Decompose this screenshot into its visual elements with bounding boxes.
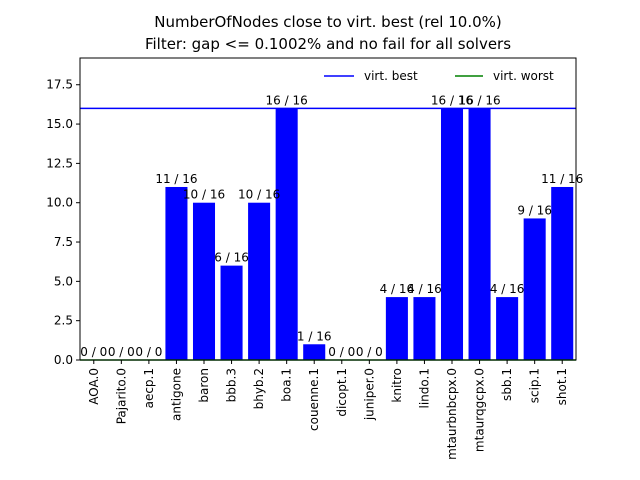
legend: virt. best virt. worst [324,69,554,83]
bar-sbb.1 [496,297,519,360]
bar-bbb.3 [220,265,243,360]
x-tick-label-dicopt.1: dicopt.1 [335,368,349,417]
x-tick-label-bhyb.2: bhyb.2 [252,368,266,409]
bar-label-bbb.3: 6 / 16 [214,251,249,265]
y-tick-label-7.5: 7.5 [54,235,73,249]
bar-bhyb.2 [248,202,271,360]
x-tick-label-couenne.1: couenne.1 [307,368,321,431]
bar-knitro [385,297,408,360]
x-axis: AOA.0 Pajarito.0 aecp.1 antigone baron bbb.3 b… [87,360,569,460]
bar-label-knitro: 4 / 16 [380,282,415,296]
x-tick-label-antigone: antigone [169,368,183,421]
bar-label-AOA.0: 0 / 0 [80,345,107,359]
x-tick-label-aecp.1: aecp.1 [142,368,156,408]
x-tick-label-juniper.0: juniper.0 [362,368,376,421]
y-tick-label-15.0: 15.0 [46,117,73,131]
x-tick-label-scip.1: scip.1 [528,368,542,403]
bar-couenne.1 [303,344,326,360]
x-tick-label-sbb.1: sbb.1 [500,368,514,401]
bar-label-baron: 10 / 16 [183,188,225,202]
chart-subtitle: Filter: gap <= 0.1002% and no fail for a… [145,35,511,53]
y-axis: 0.0 2.5 5.0 7.5 10.0 12.5 15.0 17.5 [46,78,80,367]
bar-label-mtaurqgcpx.0: 16 / 16 [458,93,500,107]
bar-lindo.1 [413,297,436,360]
x-tick-label-baron: baron [197,368,211,403]
bar-label-sbb.1: 4 / 16 [490,282,525,296]
y-tick-label-2.5: 2.5 [54,314,73,328]
bar-boa.1 [275,108,298,360]
y-tick-label-5.0: 5.0 [54,274,73,288]
bar-label-antigone: 11 / 16 [155,172,197,186]
y-tick-label-10.0: 10.0 [46,196,73,210]
x-tick-label-bbb.3: bbb.3 [225,368,239,402]
legend-label-virt-best: virt. best [364,69,418,83]
bars-group [165,108,574,360]
bar-mtaurbnbcpx.0 [440,108,464,360]
y-tick-label-17.5: 17.5 [46,78,73,92]
bar-label-Pajarito.0: 0 / 0 [108,345,135,359]
bar-mtaurqgcpx.0 [468,108,491,360]
bar-scip.1 [523,218,546,360]
bar-label-couenne.1: 1 / 16 [297,329,332,343]
bar-antigone [165,186,188,360]
plot-frame [79,57,577,361]
x-tick-label-mtaurqgcpx.0: mtaurqgcpx.0 [473,368,487,452]
x-tick-label-shot.1: shot.1 [555,368,569,405]
x-tick-label-lindo.1: lindo.1 [417,368,431,408]
x-tick-label-AOA.0: AOA.0 [87,368,101,405]
bar-label-shot.1: 11 / 16 [541,172,583,186]
x-tick-label-knitro: knitro [390,368,404,403]
bar-label-dicopt.1: 0 / 0 [328,345,355,359]
bar-label-mtaurbnbcpx.0: 16 / 16 [431,93,473,107]
bar-label-scip.1: 9 / 16 [517,203,552,217]
y-tick-label-12.5: 12.5 [46,156,73,170]
bar-label-lindo.1: 4 / 16 [407,282,442,296]
bar-baron [192,202,216,360]
y-tick-label-0.0: 0.0 [54,353,73,367]
bar-shot.1 [551,186,574,360]
x-tick-label-boa.1: boa.1 [280,368,294,402]
bar-label-juniper.0: 0 / 0 [356,345,383,359]
bar-label-boa.1: 16 / 16 [266,93,308,107]
chart-title: NumberOfNodes close to virt. best (rel 1… [154,13,502,31]
x-tick-label-Pajarito.0: Pajarito.0 [114,368,128,424]
bar-label-aecp.1: 0 / 0 [135,345,162,359]
bar-label-bhyb.2: 10 / 16 [238,188,280,202]
x-tick-label-mtaurbnbcpx.0: mtaurbnbcpx.0 [445,368,459,460]
legend-label-virt-worst: virt. worst [493,69,554,83]
